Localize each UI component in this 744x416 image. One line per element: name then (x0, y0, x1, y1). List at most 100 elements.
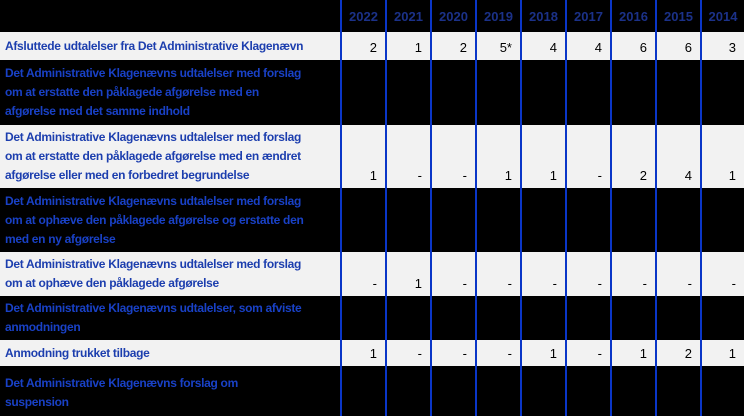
value-cell (655, 60, 701, 125)
value-cell: 2 (430, 32, 476, 60)
row-label: Det Administrative Klagenævns udtalelser… (0, 188, 341, 252)
value-cell (700, 60, 744, 125)
value-cell (475, 296, 521, 340)
value-cell (430, 188, 476, 252)
value-cell (610, 296, 656, 340)
value-cell: 4 (565, 32, 611, 60)
table-row: Det Administrative Klagenævns udtalelser… (0, 188, 744, 252)
value-cell: - (475, 252, 521, 296)
value-cell (565, 188, 611, 252)
value-cell (520, 296, 566, 340)
value-cell (700, 296, 744, 340)
row-label: Det Administrative Klagenævns udtalelser… (0, 296, 341, 340)
header-row: 2022 2021 2020 2019 2018 2017 2016 2015 … (0, 0, 744, 32)
value-cell: - (655, 252, 701, 296)
value-cell (565, 296, 611, 340)
value-cell (475, 366, 521, 416)
year-header-2018: 2018 (520, 0, 566, 32)
row-label: Det Administrative Klagenævns forslag om… (0, 366, 341, 416)
value-cell: 1 (340, 125, 386, 188)
value-cell: - (340, 252, 386, 296)
value-cell (655, 296, 701, 340)
value-cell: - (430, 340, 476, 366)
value-cell (520, 60, 566, 125)
value-cell (340, 188, 386, 252)
value-cell (565, 60, 611, 125)
value-cell (655, 366, 701, 416)
row-label: Afsluttede udtalelser fra Det Administra… (0, 32, 341, 60)
value-cell (430, 60, 476, 125)
value-cell (340, 366, 386, 416)
value-cell (475, 188, 521, 252)
year-header-2017: 2017 (565, 0, 611, 32)
value-cell: - (565, 125, 611, 188)
year-header-2016: 2016 (610, 0, 656, 32)
value-cell: 1 (340, 340, 386, 366)
value-cell (475, 60, 521, 125)
value-cell: - (610, 252, 656, 296)
value-cell: 6 (610, 32, 656, 60)
value-cell (520, 188, 566, 252)
value-cell: 1 (520, 340, 566, 366)
value-cell: 4 (655, 125, 701, 188)
value-cell: - (385, 340, 431, 366)
value-cell: 5* (475, 32, 521, 60)
value-cell: 3 (700, 32, 744, 60)
value-cell (430, 366, 476, 416)
year-header-2015: 2015 (655, 0, 701, 32)
table-row: Det Administrative Klagenævns forslag om… (0, 366, 744, 416)
value-cell: 6 (655, 32, 701, 60)
value-cell (385, 366, 431, 416)
value-cell (520, 366, 566, 416)
value-cell: - (700, 252, 744, 296)
value-cell: 1 (610, 340, 656, 366)
value-cell: - (565, 252, 611, 296)
row-label: Det Administrative Klagenævns udtalelser… (0, 252, 341, 296)
value-cell (655, 188, 701, 252)
table-row: Det Administrative Klagenævns udtalelser… (0, 60, 744, 125)
value-cell: - (430, 252, 476, 296)
value-cell: 1 (700, 340, 744, 366)
table-row: Det Administrative Klagenævns udtalelser… (0, 296, 744, 340)
value-cell: 4 (520, 32, 566, 60)
value-cell: - (520, 252, 566, 296)
value-cell: - (565, 340, 611, 366)
value-cell (610, 366, 656, 416)
year-header-2019: 2019 (475, 0, 521, 32)
value-cell: - (385, 125, 431, 188)
value-cell: 2 (340, 32, 386, 60)
year-header-2022: 2022 (340, 0, 386, 32)
value-cell: 1 (700, 125, 744, 188)
table-row: Afsluttede udtalelser fra Det Administra… (0, 32, 744, 60)
value-cell (565, 366, 611, 416)
value-cell: 2 (610, 125, 656, 188)
value-cell (700, 188, 744, 252)
value-cell: 2 (655, 340, 701, 366)
value-cell (610, 60, 656, 125)
year-header-2014: 2014 (700, 0, 744, 32)
value-cell (700, 366, 744, 416)
row-label: Det Administrative Klagenævns udtalelser… (0, 60, 341, 125)
table-row: Det Administrative Klagenævns udtalelser… (0, 252, 744, 296)
value-cell (340, 296, 386, 340)
value-cell: 1 (385, 32, 431, 60)
table-row: Det Administrative Klagenævns udtalelser… (0, 125, 744, 188)
value-cell (340, 60, 386, 125)
value-cell (385, 60, 431, 125)
year-header-2021: 2021 (385, 0, 431, 32)
value-cell: 1 (520, 125, 566, 188)
year-header-2020: 2020 (430, 0, 476, 32)
value-cell (385, 296, 431, 340)
value-cell (430, 296, 476, 340)
value-cell: 1 (475, 125, 521, 188)
header-corner-cell (0, 0, 341, 32)
table-row: Anmodning trukket tilbage 1 - - - 1 - 1 … (0, 340, 744, 366)
value-cell: - (430, 125, 476, 188)
value-cell: - (475, 340, 521, 366)
value-cell (385, 188, 431, 252)
value-cell: 1 (385, 252, 431, 296)
row-label: Det Administrative Klagenævns udtalelser… (0, 125, 341, 188)
row-label: Anmodning trukket tilbage (0, 340, 341, 366)
